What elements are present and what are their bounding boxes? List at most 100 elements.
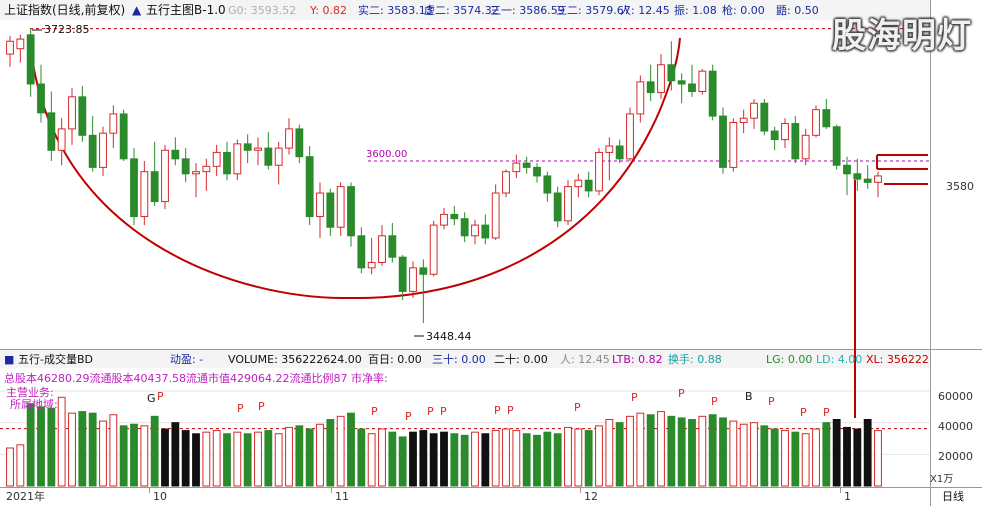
volume-bar[interactable] [677,417,686,487]
candle[interactable] [47,112,56,151]
candle[interactable] [88,134,97,168]
volume-bar[interactable] [729,420,738,487]
candle[interactable] [378,235,386,264]
volume-bar[interactable] [760,425,769,487]
candle[interactable] [212,151,221,167]
candle[interactable] [460,218,469,237]
candle[interactable] [181,158,190,175]
volume-bar[interactable] [874,430,882,487]
volume-bar[interactable] [150,415,159,487]
candle[interactable] [347,186,355,237]
candle[interactable] [130,158,138,218]
volume-bar[interactable] [853,428,862,487]
volume-bar[interactable] [750,422,758,487]
candle[interactable] [202,165,211,173]
candle[interactable] [274,147,283,166]
volume-bar[interactable] [398,436,407,487]
candle[interactable] [326,192,335,228]
candle[interactable] [843,164,851,175]
volume-bar[interactable] [26,403,35,487]
candle[interactable] [316,192,324,218]
candle[interactable] [409,267,417,292]
volume-bar[interactable] [719,417,727,487]
candle[interactable] [708,70,717,117]
volume-bar[interactable] [378,428,386,487]
candle[interactable] [68,96,76,130]
volume-bar[interactable] [78,411,87,487]
candle[interactable] [615,145,624,160]
volume-indicator-name[interactable]: 五行-成交量BD [18,352,93,366]
candle[interactable] [646,81,655,94]
volume-bar[interactable] [791,431,800,487]
volume-bar[interactable] [481,433,490,487]
indicator-name[interactable]: 五行主图B-1.0 [146,3,226,17]
volume-bar[interactable] [832,419,841,487]
volume-bar[interactable] [564,426,572,487]
volume-bar[interactable] [605,419,614,487]
candle[interactable] [254,147,262,151]
candle[interactable] [450,213,459,220]
volume-bar[interactable] [99,420,107,487]
candle[interactable] [99,132,107,168]
volume-bar[interactable] [305,428,314,487]
volume-bar[interactable] [574,428,583,487]
volume-bar[interactable] [450,433,459,487]
volume-bar[interactable] [336,415,345,487]
volume-bar[interactable] [243,433,252,487]
candle[interactable] [285,128,293,149]
volume-menu-icon[interactable]: ■ [4,353,14,366]
candle[interactable] [533,166,541,177]
candle[interactable] [233,143,242,175]
candle[interactable] [760,102,769,132]
volume-bar[interactable] [274,433,283,487]
volume-bar[interactable] [739,423,748,487]
volume-bar[interactable] [843,426,851,487]
candle[interactable] [37,83,45,114]
candle[interactable] [57,128,66,151]
candle[interactable] [512,162,521,173]
volume-bar[interactable] [388,431,397,487]
candle[interactable] [140,171,149,218]
volume-bar[interactable] [471,431,479,487]
volume-bar[interactable] [770,428,779,487]
volume-bar[interactable] [57,396,66,487]
volume-bar[interactable] [708,414,717,487]
volume-bar[interactable] [801,433,810,487]
candle[interactable] [832,126,841,166]
candle[interactable] [677,80,686,85]
volume-bar[interactable] [636,412,645,487]
volume-bar[interactable] [419,430,428,487]
volume-bar[interactable] [429,433,438,487]
candle[interactable] [440,213,448,226]
volume-bar[interactable] [223,433,231,487]
volume-bar[interactable] [440,431,448,487]
candle[interactable] [667,64,676,82]
candle[interactable] [419,267,428,275]
volume-bar[interactable] [326,419,335,487]
volume-bar[interactable] [233,431,242,487]
volume-bar[interactable] [161,428,169,487]
volume-bar[interactable] [119,425,128,487]
candle[interactable] [822,109,831,128]
candle[interactable] [6,40,14,55]
volume-bar[interactable] [202,431,211,487]
volume-bar[interactable] [533,434,541,487]
volume-bar[interactable] [37,406,45,487]
candle[interactable] [522,162,531,168]
candle[interactable] [336,186,345,228]
candle[interactable] [564,186,572,222]
candle[interactable] [605,145,614,153]
candle[interactable] [553,192,562,222]
volume-bar[interactable] [491,430,500,487]
candle[interactable] [729,121,738,168]
volume-bar[interactable] [6,447,14,487]
volume-bar[interactable] [316,423,324,487]
candle[interactable] [584,179,593,192]
candle[interactable] [491,192,500,239]
candle[interactable] [739,117,748,123]
candle[interactable] [626,113,634,160]
candle[interactable] [150,171,159,203]
candle[interactable] [874,175,882,183]
candle[interactable] [770,130,779,141]
